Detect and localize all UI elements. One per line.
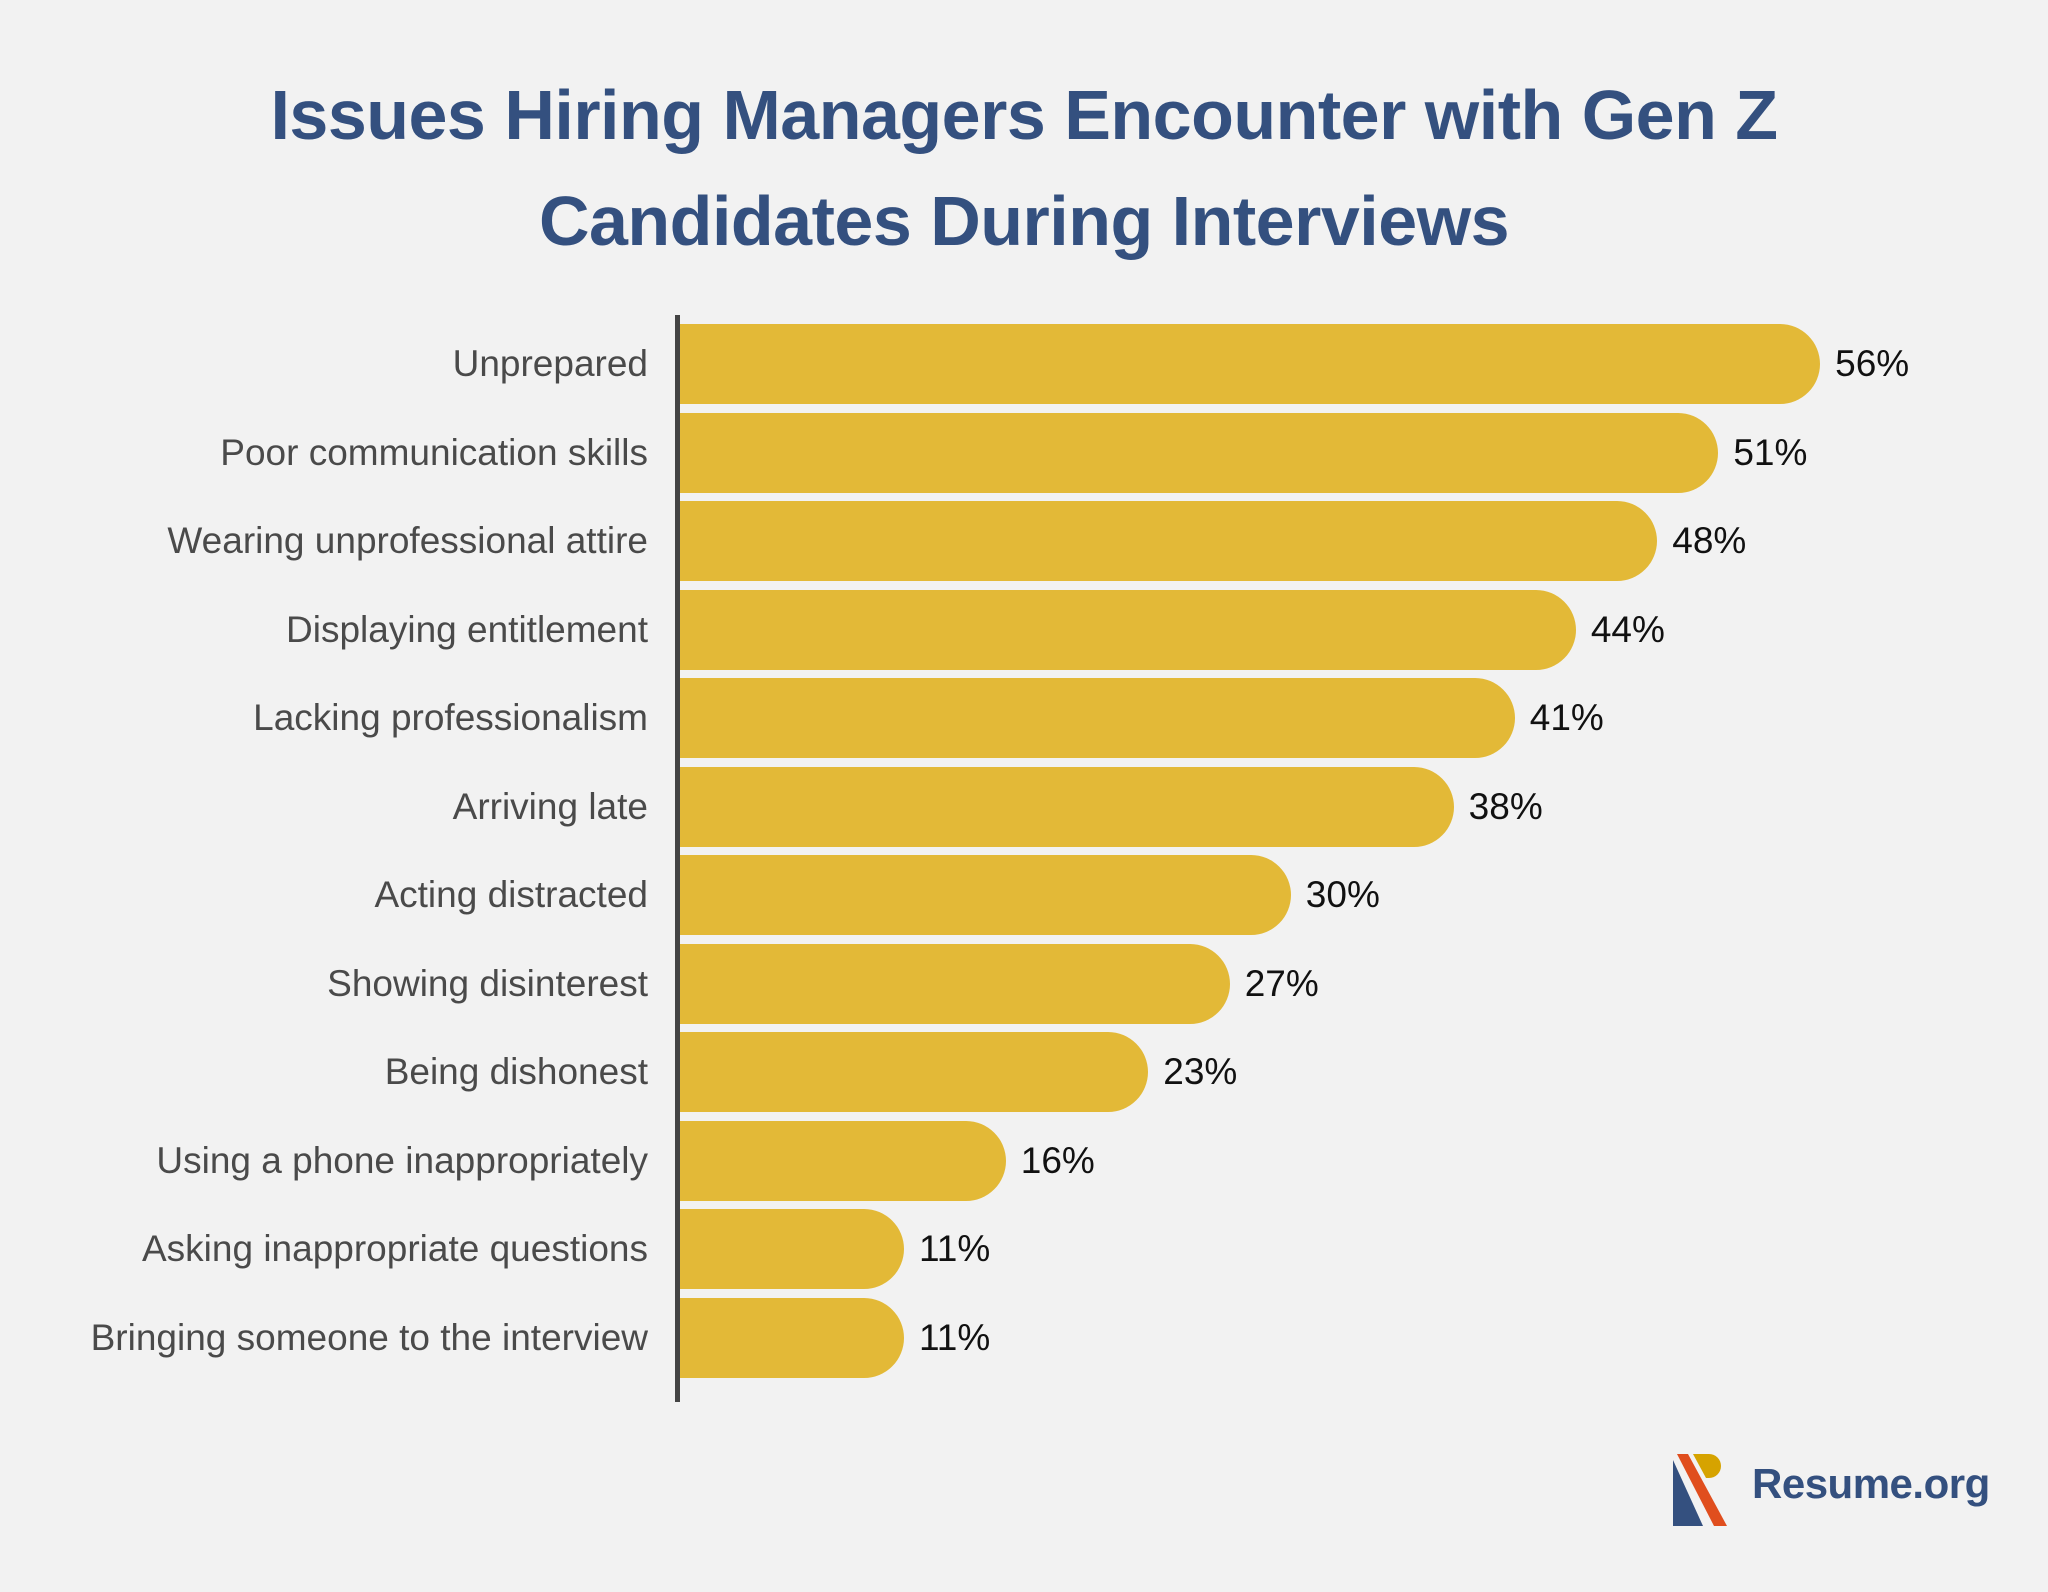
brand-name: Resume.org — [1752, 1460, 1990, 1507]
category-label: Arriving late — [452, 785, 648, 827]
value-label: 41% — [1529, 697, 1604, 738]
category-label: Wearing unprofessional attire — [167, 520, 648, 561]
bar-row: Being dishonest 23% — [0, 1032, 2048, 1112]
category-label: Bringing someone to the interview — [90, 1316, 648, 1358]
bar-row: Unprepared 56% — [0, 324, 2048, 404]
category-label: Poor communication skills — [220, 431, 648, 473]
bar — [680, 412, 1719, 493]
bar — [680, 324, 1821, 404]
category-label: Using a phone inappropriately — [156, 1139, 648, 1181]
bar-row: Bringing someone to the interview 11% — [0, 1297, 2048, 1378]
category-label: Lacking professionalism — [253, 697, 648, 738]
category-label: Acting distracted — [374, 874, 648, 915]
value-label: 48% — [1672, 520, 1747, 561]
value-label: 56% — [1835, 343, 1910, 384]
bar — [680, 1032, 1149, 1112]
chart-title-line-1: Issues Hiring Managers Encounter with Ge… — [270, 76, 1778, 154]
bar — [680, 501, 1658, 581]
bar-row: Poor communication skills 51% — [0, 412, 2048, 493]
category-label: Unprepared — [452, 343, 648, 384]
value-label: 30% — [1305, 874, 1380, 915]
bar — [680, 589, 1576, 670]
bar-row: Using a phone inappropriately 16% — [0, 1120, 2048, 1201]
chart-title: Issues Hiring Managers Encounter with Ge… — [0, 62, 2048, 274]
value-label: 11% — [918, 1228, 991, 1269]
bar — [680, 855, 1291, 935]
category-label: Showing disinterest — [327, 962, 648, 1004]
category-label: Being dishonest — [384, 1051, 648, 1092]
bar-row: Showing disinterest 27% — [0, 943, 2048, 1024]
category-label: Displaying entitlement — [286, 608, 648, 650]
bar-row: Displaying entitlement 44% — [0, 589, 2048, 670]
value-label: 11% — [918, 1316, 991, 1358]
value-label: 23% — [1163, 1051, 1238, 1092]
bar — [680, 766, 1454, 847]
bar — [680, 943, 1230, 1024]
resume-org-logo-icon — [1673, 1454, 1727, 1526]
bar — [680, 1209, 904, 1289]
value-label: 27% — [1244, 962, 1319, 1004]
value-label: 44% — [1590, 608, 1665, 650]
bar — [680, 678, 1515, 758]
bar — [680, 1120, 1006, 1201]
bar-row: Lacking professionalism 41% — [0, 678, 2048, 758]
bar-row: Acting distracted 30% — [0, 855, 2048, 935]
bar-row: Wearing unprofessional attire 48% — [0, 501, 2048, 581]
category-label: Asking inappropriate questions — [142, 1228, 648, 1269]
bar-row: Arriving late 38% — [0, 766, 2048, 847]
y-axis-line — [675, 315, 680, 1402]
chart-title-line-2: Candidates During Interviews — [538, 182, 1510, 260]
value-label: 16% — [1020, 1139, 1095, 1181]
bar-row: Asking inappropriate questions 11% — [0, 1209, 2048, 1289]
bar — [680, 1297, 904, 1378]
value-label: 38% — [1468, 785, 1543, 827]
value-label: 51% — [1733, 431, 1808, 473]
